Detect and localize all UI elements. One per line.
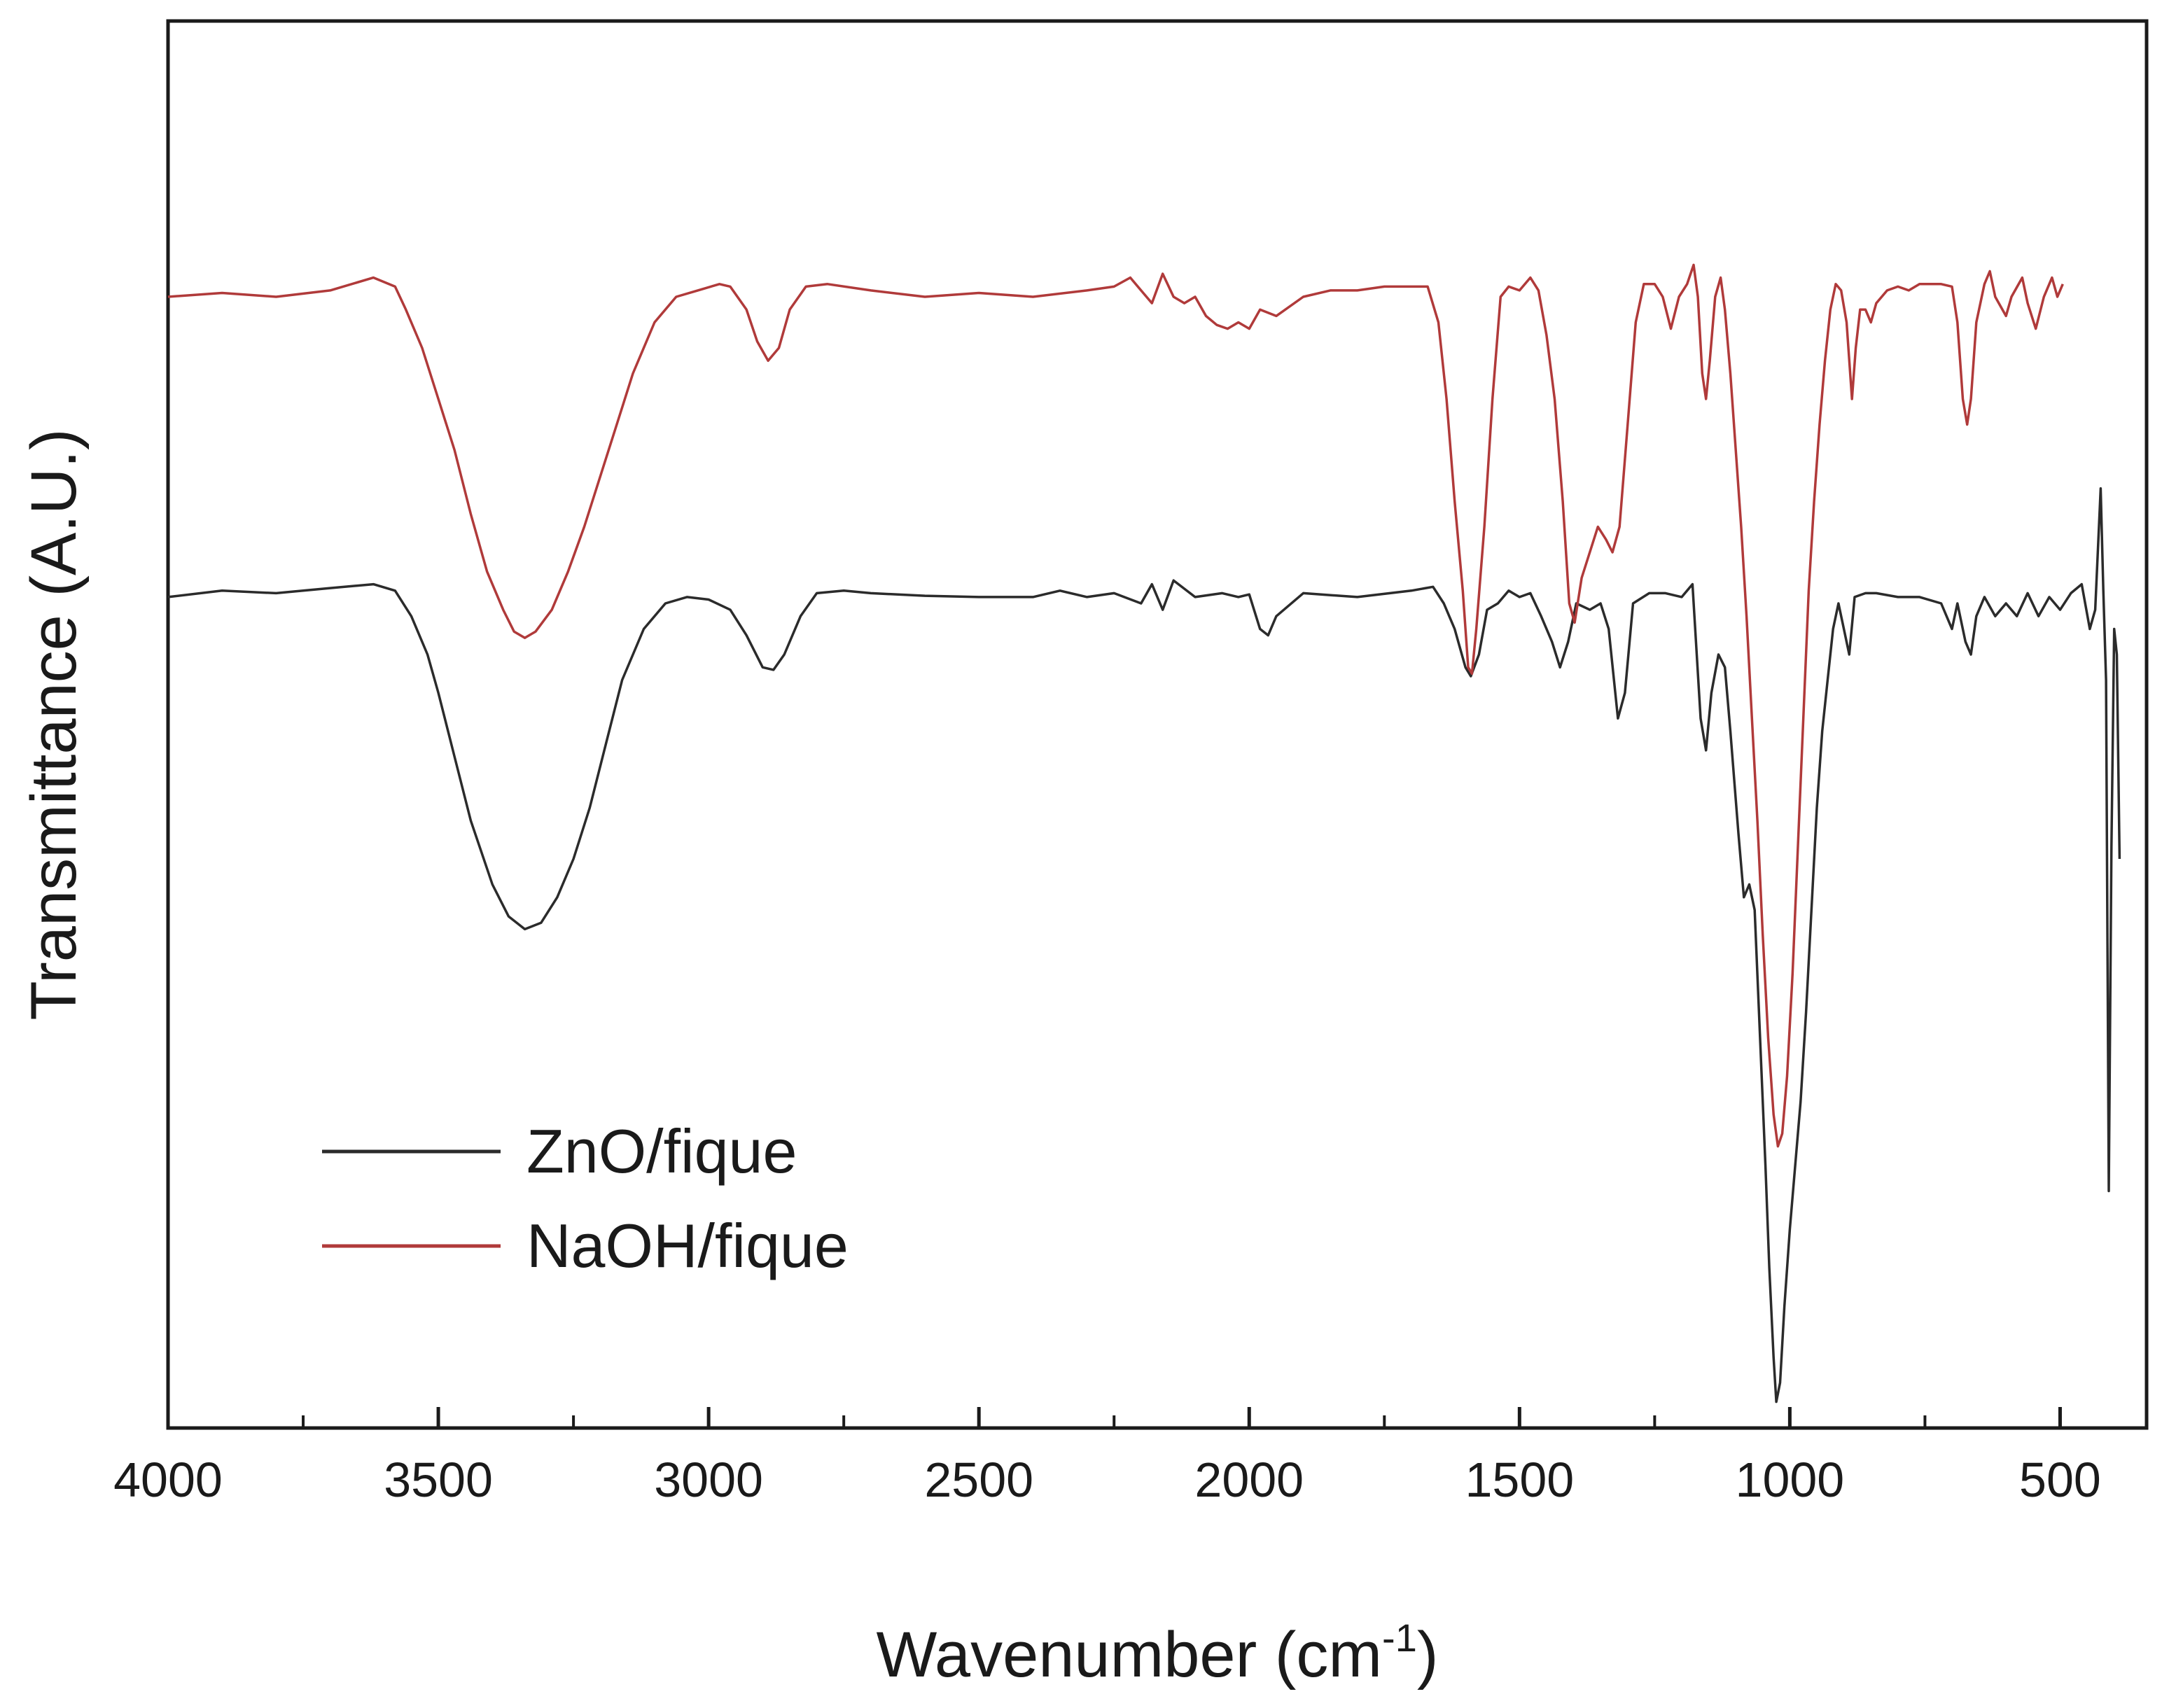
x-tick-label: 4000 bbox=[113, 1452, 223, 1507]
x-axis-ticks bbox=[166, 1407, 2062, 1428]
y-axis-title: Transmittance (A.U.) bbox=[18, 428, 90, 1020]
legend: ZnO/fique NaOH/fique bbox=[322, 1116, 849, 1280]
x-axis-title-close: ) bbox=[1417, 1619, 1439, 1690]
x-tick-label: 3000 bbox=[654, 1452, 763, 1507]
x-tick-label: 2500 bbox=[924, 1452, 1033, 1507]
series-line-naoh-fique bbox=[167, 263, 2064, 1148]
x-axis-title: Wavenumber (cm-1) bbox=[877, 1616, 1439, 1690]
series-group bbox=[167, 263, 2121, 1404]
legend-label-zno-fique: ZnO/fique bbox=[526, 1116, 797, 1186]
series-line-zno-fique bbox=[167, 487, 2121, 1404]
x-tick-label: 1500 bbox=[1465, 1452, 1574, 1507]
x-axis-tick-labels: 4000 3500 3000 2500 2000 1500 1000 500 bbox=[113, 1452, 2101, 1507]
plot-frame bbox=[166, 19, 2149, 1430]
x-tick-label: 3500 bbox=[384, 1452, 493, 1507]
x-tick-label: 500 bbox=[2019, 1452, 2101, 1507]
x-tick-label: 1000 bbox=[1736, 1452, 1845, 1507]
x-tick-label: 2000 bbox=[1194, 1452, 1304, 1507]
legend-label-naoh-fique: NaOH/fique bbox=[526, 1211, 849, 1280]
x-axis-title-superscript: -1 bbox=[1382, 1616, 1417, 1660]
